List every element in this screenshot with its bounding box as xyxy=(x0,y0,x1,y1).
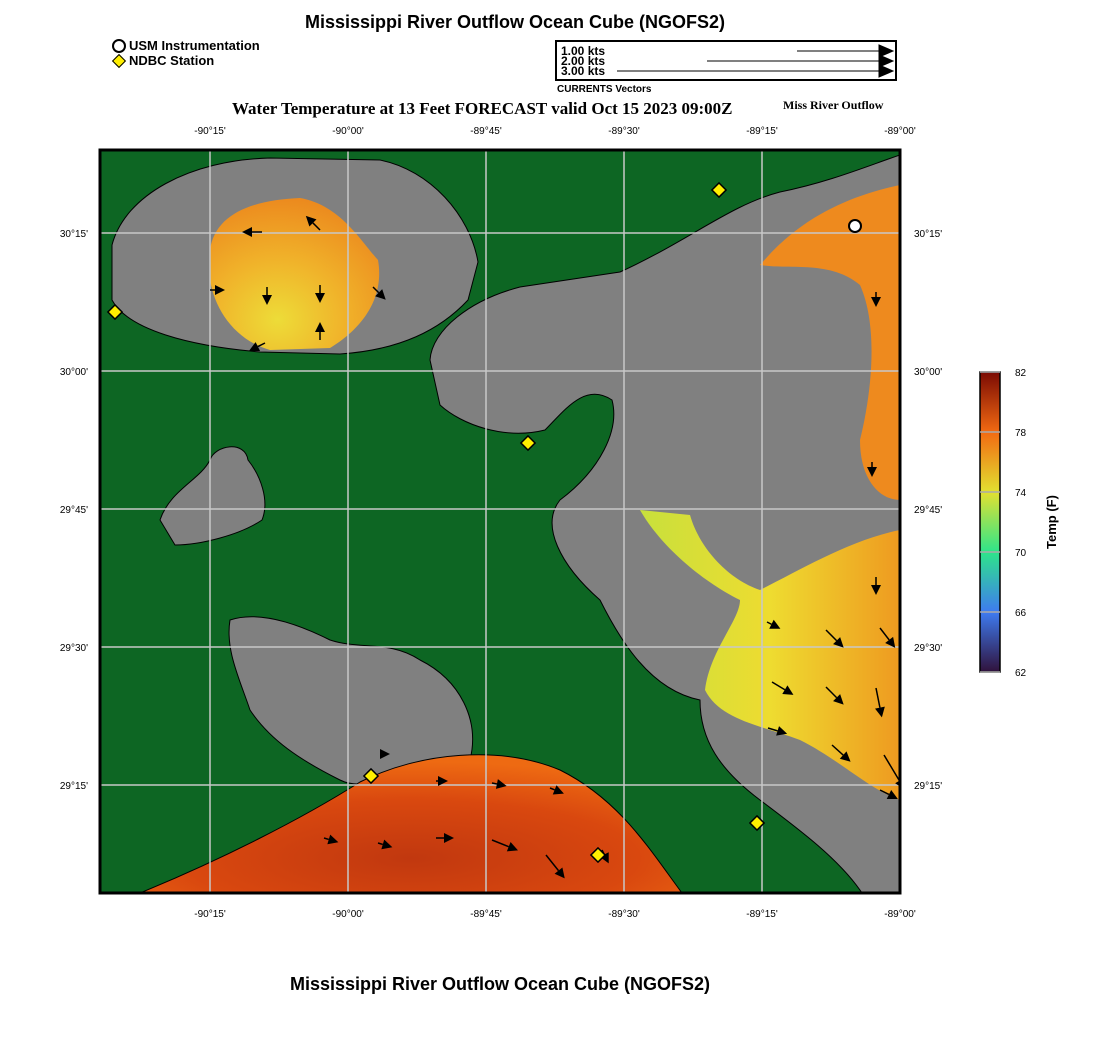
legend-ndbc-label: NDBC Station xyxy=(129,53,215,68)
legend-usm-label: USM Instrumentation xyxy=(129,38,260,53)
region-label: Miss River Outflow xyxy=(783,98,884,112)
vector-scale-box: 1.00 kts 2.00 kts 3.00 kts xyxy=(555,40,897,81)
vector-scale-1: 1.00 kts xyxy=(561,44,606,58)
current-arrow-icon xyxy=(436,776,448,786)
lon-tick: -90°00' xyxy=(332,909,364,920)
lon-tick: -89°30' xyxy=(608,909,640,920)
map-frame xyxy=(98,148,902,895)
ndbc-station-icon[interactable] xyxy=(106,303,124,321)
ndbc-station-icon[interactable] xyxy=(362,767,380,785)
ndbc-station-icon[interactable] xyxy=(748,814,766,832)
current-arrow-icon xyxy=(315,322,325,340)
lat-tick: 30°15' xyxy=(914,229,942,240)
current-arrow-icon xyxy=(323,834,339,845)
current-arrow-icon xyxy=(372,286,386,300)
colorbar-scale xyxy=(979,371,1001,673)
legend-usm: USM Instrumentation xyxy=(112,38,260,53)
current-arrow-icon xyxy=(767,726,788,736)
grid xyxy=(100,150,900,893)
current-arrow-icon xyxy=(875,687,885,718)
lat-tick: 29°45' xyxy=(60,505,88,516)
current-arrow-icon xyxy=(242,227,262,237)
colorbar-tick: 62 xyxy=(1015,668,1027,679)
lon-tick: -89°00' xyxy=(884,126,916,137)
lat-tick: 30°15' xyxy=(60,229,88,240)
current-arrow-icon xyxy=(491,839,518,852)
colorbar-tick: 82 xyxy=(1015,368,1027,379)
white-circle-icon xyxy=(112,38,126,53)
usm-instrument-icon[interactable] xyxy=(848,219,862,233)
lat-tick: 30°00' xyxy=(914,367,942,378)
lat-tick: 29°30' xyxy=(60,643,88,654)
current-arrow-icon xyxy=(549,785,564,795)
map-subtitle: Water Temperature at 13 Feet FORECAST va… xyxy=(232,99,733,118)
colorbar: 82 78 74 70 66 62 Temp (F) xyxy=(979,368,1059,679)
colorbar-tick: 78 xyxy=(1015,428,1027,439)
current-arrow-icon xyxy=(305,215,321,231)
current-arrow-icon xyxy=(210,285,225,295)
current-arrow-icon xyxy=(879,789,898,799)
current-arrow-icon xyxy=(315,285,325,303)
colorbar-tick: 66 xyxy=(1015,608,1027,619)
current-arrow-icon xyxy=(771,681,794,695)
ndbc-station-icon[interactable] xyxy=(589,846,607,864)
colorbar-tick: 70 xyxy=(1015,548,1027,559)
lat-labels-right: 30°15' 30°00' 29°45' 29°30' 29°15' xyxy=(914,229,942,792)
lat-tick: 29°15' xyxy=(60,781,88,792)
current-arrow-icon xyxy=(825,629,844,648)
current-arrow-icon xyxy=(871,577,881,595)
stations xyxy=(106,181,862,864)
lon-labels-top: -90°15' -90°00' -89°45' -89°30' -89°15' … xyxy=(194,126,916,137)
gulf-of-mexico xyxy=(139,754,683,893)
current-arrow-icon xyxy=(879,627,896,648)
lon-tick: -90°15' xyxy=(194,126,226,137)
current-arrow-icon xyxy=(825,686,844,705)
east-temp-plume xyxy=(640,510,900,800)
lon-tick: -89°45' xyxy=(470,126,502,137)
current-arrow-icon xyxy=(545,854,565,879)
colorbar-label: Temp (F) xyxy=(1044,495,1059,549)
ndbc-station-icon[interactable] xyxy=(710,181,728,199)
ndbc-station-icon[interactable] xyxy=(519,434,537,452)
current-arrow-icon xyxy=(436,833,454,843)
colorbar-tick: 74 xyxy=(1015,488,1027,499)
lon-labels-bottom: -90°15' -90°00' -89°45' -89°30' -89°15' … xyxy=(194,909,916,920)
current-arrow-icon xyxy=(262,287,272,305)
current-arrow-icon xyxy=(491,779,507,789)
lat-tick: 29°45' xyxy=(914,505,942,516)
page-title: Mississippi River Outflow Ocean Cube (NG… xyxy=(304,12,726,32)
footer-title: Mississippi River Outflow Ocean Cube (NG… xyxy=(289,974,711,994)
station-legend: USM Instrumentation NDBC Station xyxy=(111,38,260,68)
current-arrow-icon xyxy=(831,744,851,762)
legend-ndbc: NDBC Station xyxy=(111,53,260,68)
vector-scale-arrows xyxy=(617,44,895,78)
current-arrow-icon xyxy=(867,462,877,477)
current-vectors xyxy=(210,215,900,879)
vector-scale-2: 2.00 kts xyxy=(561,54,606,68)
lon-tick: -89°30' xyxy=(608,126,640,137)
lon-tick: -89°00' xyxy=(884,909,916,920)
lat-tick: 29°30' xyxy=(914,643,942,654)
current-arrow-icon xyxy=(377,839,393,850)
vector-caption: CURRENTS Vectors xyxy=(557,84,652,95)
current-arrow-icon xyxy=(248,342,266,352)
lon-tick: -89°15' xyxy=(746,909,778,920)
lat-labels-left: 30°15' 30°00' 29°45' 29°30' 29°15' xyxy=(60,229,88,792)
current-arrow-icon xyxy=(766,619,781,629)
vector-scale-3: 3.00 kts xyxy=(561,64,606,78)
lake-pontchartrain-temp xyxy=(210,198,380,350)
lat-tick: 29°15' xyxy=(914,781,942,792)
current-arrow-icon xyxy=(380,749,390,759)
east-temp-orange xyxy=(760,185,900,500)
lon-tick: -89°45' xyxy=(470,909,502,920)
lon-tick: -90°00' xyxy=(332,126,364,137)
lon-tick: -90°15' xyxy=(194,909,226,920)
lat-tick: 30°00' xyxy=(60,367,88,378)
lon-tick: -89°15' xyxy=(746,126,778,137)
lake-salvador xyxy=(159,446,266,546)
current-arrow-icon xyxy=(871,292,881,307)
